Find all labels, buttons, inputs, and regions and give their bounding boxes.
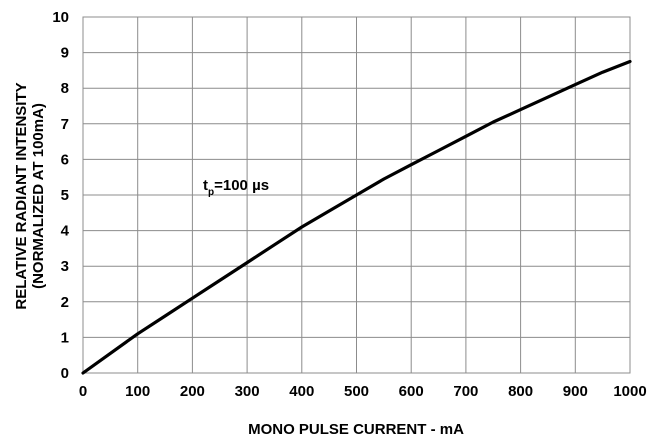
x-tick-label: 0 [79,383,87,400]
y-axis-label-line1: RELATIVE RADIANT INTENSITY [13,82,30,309]
y-tick-label: 5 [61,187,69,204]
y-tick-label: 6 [61,151,69,168]
x-axis-tick-labels: 0 100 200 300 400 500 600 700 800 900 1000 [79,383,647,400]
y-tick-label: 9 [61,45,69,62]
y-tick-label: 1 [61,329,69,346]
x-tick-label: 100 [125,383,150,400]
y-tick-label: 10 [52,9,69,26]
x-tick-label: 300 [235,383,260,400]
x-tick-label: 900 [563,383,588,400]
x-tick-label: 200 [180,383,205,400]
y-tick-label: 4 [61,223,70,240]
x-tick-label: 700 [453,383,478,400]
y-tick-label: 0 [61,365,69,382]
x-tick-label: 400 [289,383,314,400]
y-axis-label-line2: (NORMALIZED AT 100mA) [30,103,47,289]
y-tick-label: 8 [61,80,69,97]
pulse-width-annotation: tp=100 µs [203,177,269,198]
data-series-line [81,59,632,375]
plot-area [82,16,631,374]
x-tick-label: 600 [399,383,424,400]
x-tick-label: 800 [508,383,533,400]
y-tick-label: 7 [61,116,69,133]
y-axis-tick-labels: 0 1 2 3 4 5 6 7 8 9 10 [52,9,69,382]
y-axis-label: RELATIVE RADIANT INTENSITY (NORMALIZED A… [13,82,47,309]
y-tick-label: 3 [61,258,69,275]
x-axis-label: MONO PULSE CURRENT - mA [248,421,464,438]
x-tick-label: 1000 [613,383,646,400]
y-tick-label: 2 [61,294,69,311]
x-tick-label: 500 [344,383,369,400]
